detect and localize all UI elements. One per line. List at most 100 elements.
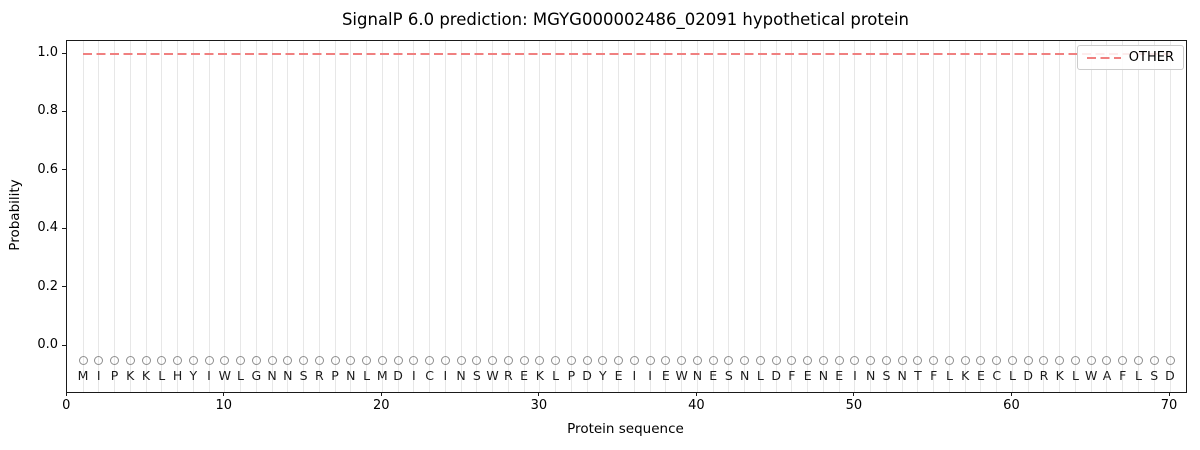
residue-letter: N	[692, 368, 703, 383]
residue-marker	[299, 356, 309, 366]
gridline	[1090, 41, 1092, 392]
gridline	[381, 41, 383, 392]
gridline	[397, 41, 399, 392]
gridline	[240, 41, 242, 392]
residue-letter: T	[914, 368, 922, 383]
gridline	[523, 41, 525, 392]
gridline	[334, 41, 336, 392]
residue-marker	[929, 356, 939, 366]
gridline	[539, 41, 541, 392]
residue-marker	[1039, 356, 1049, 366]
y-axis-label: Probability	[7, 179, 23, 251]
residue-letter: L	[1008, 368, 1016, 383]
gridline	[602, 41, 604, 392]
residue-marker	[1133, 356, 1143, 366]
residue-marker	[1165, 356, 1175, 366]
gridline	[492, 41, 494, 392]
residue-letter: K	[961, 368, 970, 383]
gridline	[665, 41, 667, 392]
residue-marker	[897, 356, 907, 366]
gridline	[948, 41, 950, 392]
gridline	[1059, 41, 1061, 392]
residue-letter: I	[648, 368, 652, 383]
residue-marker	[976, 356, 986, 366]
gridline	[854, 41, 856, 392]
gridline	[507, 41, 509, 392]
residue-marker	[866, 356, 876, 366]
gridline	[1043, 41, 1045, 392]
residue-marker	[992, 356, 1002, 366]
residue-letter: P	[567, 368, 576, 383]
x-tick-mark	[223, 392, 225, 396]
residue-letter: D	[1023, 368, 1034, 383]
residue-letter: N	[456, 368, 466, 383]
residue-marker	[645, 356, 655, 366]
residue-letter: W	[1085, 368, 1098, 383]
residue-letter: P	[331, 368, 339, 383]
residue-letter: L	[158, 368, 166, 383]
gridline	[224, 41, 226, 392]
gridline	[318, 41, 320, 392]
residue-letter: E	[835, 368, 844, 383]
residue-letter: N	[283, 368, 293, 383]
residue-letter: I	[632, 368, 637, 383]
y-tick-mark	[62, 169, 66, 171]
gridline	[696, 41, 698, 392]
y-tick-label: 0.8	[37, 103, 58, 119]
residue-marker	[803, 356, 813, 366]
x-tick-mark	[380, 392, 382, 396]
residue-marker	[582, 356, 592, 366]
gridline	[744, 41, 746, 392]
residue-marker	[472, 356, 482, 366]
residue-letter: N	[346, 368, 356, 383]
residue-letter: E	[803, 368, 812, 383]
residue-marker	[960, 356, 970, 366]
gridline	[1169, 41, 1171, 392]
gridline	[775, 41, 777, 392]
gridline	[271, 41, 273, 392]
residue-marker	[1102, 356, 1112, 366]
residue-marker	[708, 356, 718, 366]
residue-marker	[362, 356, 372, 366]
residue-letter: R	[314, 368, 324, 383]
residue-letter: F	[788, 368, 796, 383]
gridline	[555, 41, 557, 392]
gridline	[1122, 41, 1124, 392]
gridline	[649, 41, 651, 392]
residue-letter: K	[1055, 368, 1064, 383]
gridline	[1027, 41, 1029, 392]
residue-marker	[913, 356, 923, 366]
x-tick-label: 10	[215, 398, 233, 413]
gridline	[161, 41, 163, 392]
legend-dashed-line-sample	[1086, 56, 1121, 59]
gridline	[933, 41, 935, 392]
residue-letter: K	[141, 368, 151, 383]
gridline	[177, 41, 179, 392]
residue-letter: N	[897, 368, 907, 383]
y-tick-mark	[62, 110, 66, 112]
residue-marker	[251, 356, 261, 366]
chart-title: SignalP 6.0 prediction: MGYG000002486_02…	[341, 10, 910, 29]
y-tick-mark	[62, 227, 66, 229]
residue-letter: R	[504, 368, 513, 383]
residue-marker	[598, 356, 608, 366]
gridline	[838, 41, 840, 392]
residue-marker	[236, 356, 246, 366]
x-tick-mark	[1010, 392, 1012, 396]
gridline	[996, 41, 998, 392]
gridline	[681, 41, 683, 392]
y-tick-mark	[62, 286, 66, 288]
y-tick-label: 0.2	[37, 278, 58, 294]
residue-marker	[1007, 356, 1017, 366]
residue-letter: E	[614, 368, 623, 383]
residue-marker	[440, 356, 450, 366]
gridline	[586, 41, 588, 392]
residue-letter: I	[853, 368, 857, 383]
residue-letter: L	[945, 368, 953, 383]
residue-letter: I	[207, 368, 211, 383]
residue-letter: I	[443, 368, 448, 383]
residue-marker	[125, 356, 135, 366]
residue-marker	[724, 356, 734, 366]
residue-letter: E	[661, 368, 670, 383]
gridline	[759, 41, 761, 392]
